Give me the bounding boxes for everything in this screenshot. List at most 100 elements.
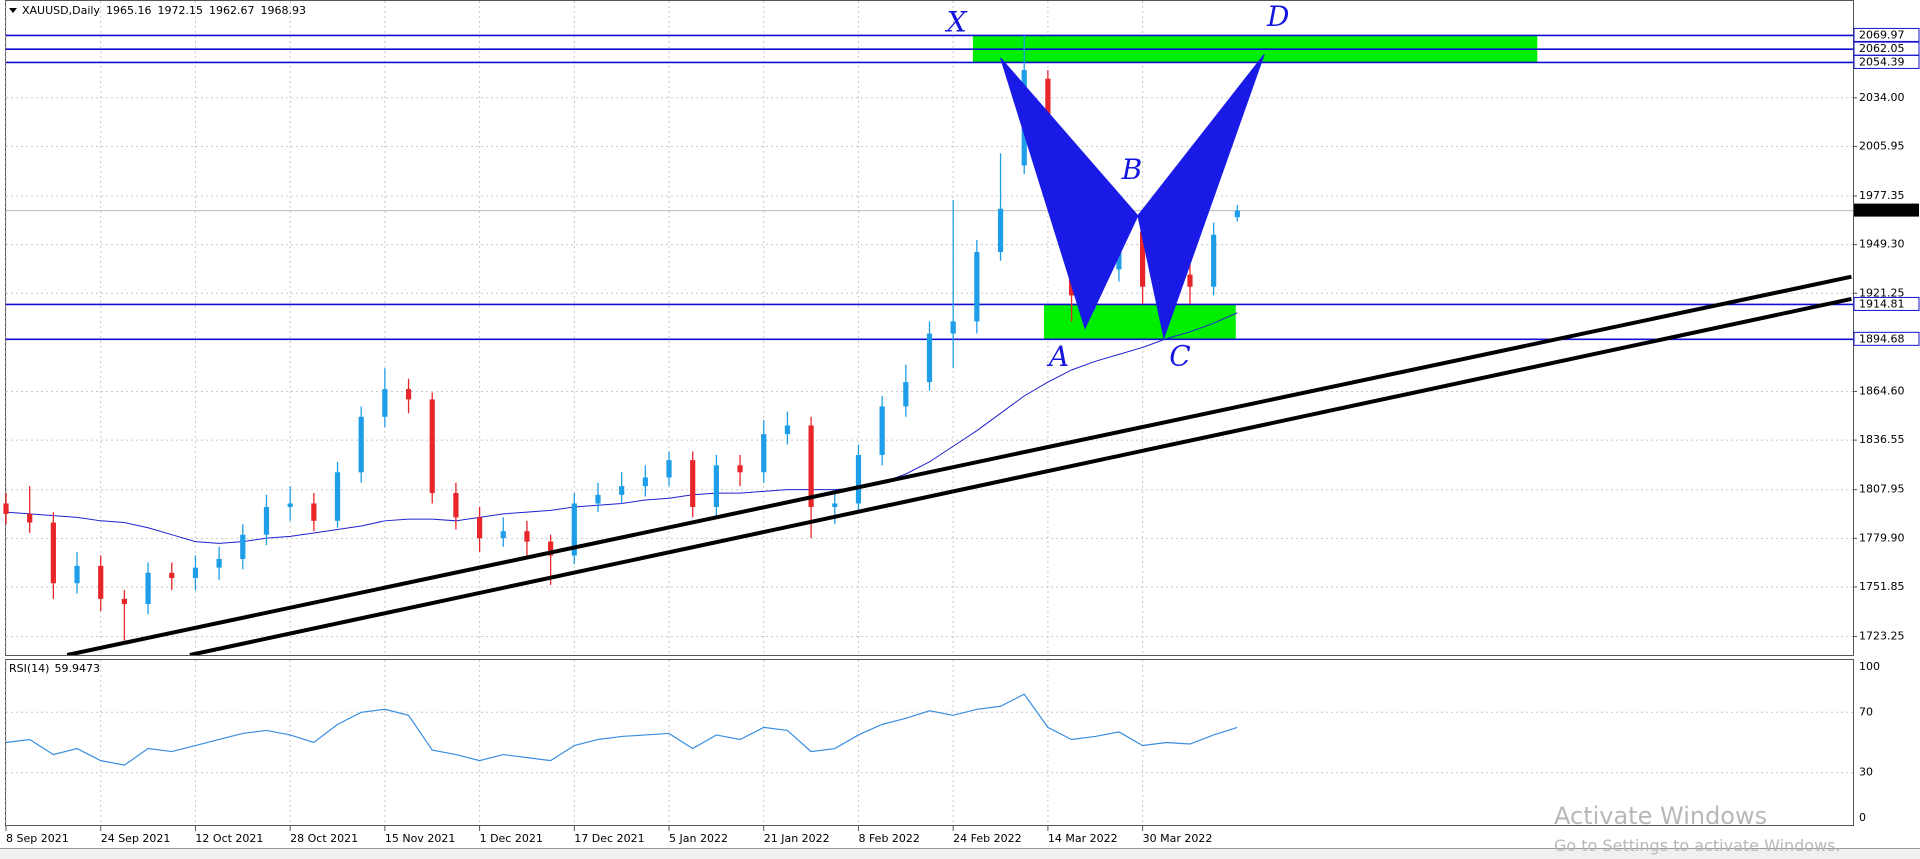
pattern-triangle	[1000, 57, 1139, 330]
candle-body	[690, 460, 696, 507]
x-tick-label: 15 Nov 2021	[385, 832, 455, 845]
header-low: 1962.67	[209, 4, 255, 17]
candle-body	[571, 503, 577, 556]
candle-body	[595, 494, 601, 504]
pattern-label: X	[945, 5, 968, 38]
x-tick-label: 14 Mar 2022	[1048, 832, 1118, 845]
candle-body	[216, 558, 222, 568]
candle-body	[879, 406, 885, 455]
level-label-box	[1853, 331, 1920, 346]
candle-body	[50, 522, 56, 584]
candle-body	[524, 531, 530, 542]
candle-body	[903, 382, 909, 407]
rsi-header: RSI(14) 59.9473	[9, 662, 100, 675]
y-tick-label: 1977.35	[1859, 189, 1905, 202]
y-tick-label: 1949.30	[1859, 238, 1905, 251]
tab-bar	[0, 848, 1920, 859]
candle-body	[192, 567, 199, 579]
candle-body	[1187, 274, 1193, 287]
x-tick-label: 5 Jan 2022	[669, 832, 728, 845]
candle-body	[666, 460, 672, 478]
y-tick-label: 1807.95	[1859, 483, 1905, 496]
zone	[1043, 304, 1236, 340]
candle-body	[287, 503, 293, 507]
candle-body	[974, 252, 980, 322]
candle-body	[453, 493, 459, 518]
candle-body	[145, 572, 151, 605]
price-label: 1968.93	[1859, 204, 1905, 217]
x-tick-label: 30 Mar 2022	[1143, 832, 1213, 845]
candle-body	[98, 565, 104, 599]
candle-body	[855, 454, 862, 504]
y-tick-label: 1836.55	[1859, 433, 1905, 446]
rsi-panel	[5, 659, 1854, 826]
price-label-box	[1854, 203, 1919, 217]
candle-body	[808, 425, 814, 507]
pattern-label: B	[1121, 153, 1143, 186]
x-tick-label: 21 Jan 2022	[764, 832, 830, 845]
y-tick-label: 2034.00	[1859, 91, 1905, 104]
candle-body	[832, 503, 838, 507]
y-tick-label: 1921.25	[1859, 286, 1905, 299]
candle-body	[548, 541, 554, 556]
level-label: 1894.68	[1859, 332, 1905, 345]
header-high: 1972.15	[157, 4, 203, 17]
candle-body	[926, 333, 933, 383]
candle-body	[761, 434, 767, 473]
level-label: 2054.39	[1859, 55, 1905, 68]
rsi-tick-label: 70	[1859, 705, 1873, 718]
candle-body	[997, 208, 1004, 253]
rsi-value: 59.9473	[54, 662, 100, 675]
x-tick-label: 8 Feb 2022	[858, 832, 919, 845]
rsi-tick-label: 0	[1859, 811, 1866, 824]
y-tick-label: 2005.95	[1859, 139, 1905, 152]
level-label-box	[1853, 54, 1920, 69]
pattern-label: D	[1266, 0, 1289, 33]
candle-body	[311, 503, 317, 521]
candle-body	[240, 534, 246, 559]
watermark-subtitle: Go to Settings to activate Windows.	[1554, 836, 1841, 855]
candle-body	[950, 321, 956, 334]
candle-body	[500, 531, 506, 539]
pattern-label: A	[1046, 340, 1069, 373]
moving-average	[5, 312, 1238, 544]
x-tick-label: 24 Feb 2022	[953, 832, 1021, 845]
rsi-tick-label: 30	[1859, 766, 1873, 779]
watermark-title: Activate Windows	[1554, 802, 1767, 830]
candle-body	[334, 472, 341, 521]
level-label-box	[1853, 296, 1920, 311]
candle-body	[405, 389, 412, 400]
y-tick-label: 1723.25	[1859, 630, 1905, 643]
rsi-tick-label: 100	[1859, 660, 1880, 673]
level-label: 1914.81	[1859, 297, 1905, 310]
candle-body	[1140, 231, 1146, 287]
symbol-title: XAUUSD,Daily	[22, 4, 100, 17]
y-tick-label: 1864.60	[1859, 384, 1905, 397]
candle-body	[382, 389, 388, 417]
candle-body	[3, 503, 9, 514]
level-label-box	[1853, 27, 1920, 42]
candle-body	[642, 477, 648, 487]
x-tick-label: 8 Sep 2021	[6, 832, 69, 845]
candle-body	[1211, 234, 1217, 287]
pattern-label: C	[1169, 339, 1190, 372]
header-open: 1965.16	[106, 4, 152, 17]
rsi-line	[5, 693, 1238, 766]
trendline	[189, 296, 1852, 655]
candle-body	[713, 465, 719, 507]
rsi-title: RSI(14)	[9, 662, 49, 675]
candle-body	[358, 416, 364, 473]
header-close: 1968.93	[260, 4, 306, 17]
chart-header: XAUUSD,Daily 1965.16 1972.15 1962.67 1968.93	[22, 4, 306, 17]
x-tick-label: 17 Dec 2021	[574, 832, 644, 845]
x-tick-label: 24 Sep 2021	[101, 832, 171, 845]
candle-body	[74, 565, 80, 584]
pattern-triangle	[1137, 54, 1265, 340]
y-tick-label: 1751.85	[1859, 580, 1905, 593]
trendline	[66, 274, 1852, 655]
menu-arrow	[9, 8, 17, 13]
candle-body	[619, 486, 625, 495]
